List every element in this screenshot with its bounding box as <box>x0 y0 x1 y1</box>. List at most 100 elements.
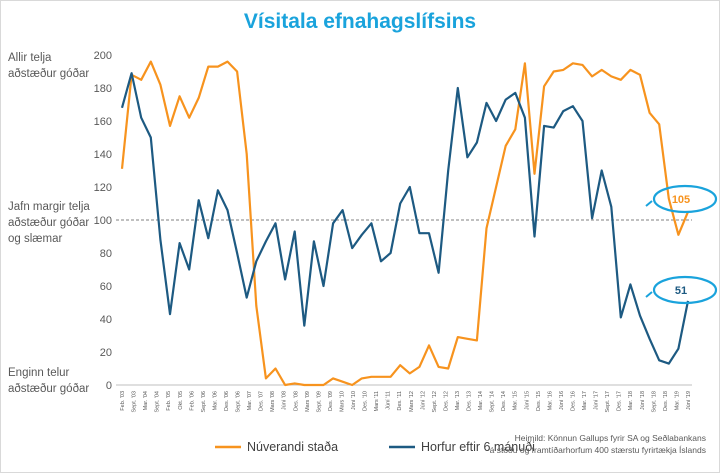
x-tick-label: Des. '08 <box>293 391 299 411</box>
x-tick-label: Mar. '04 <box>143 391 149 410</box>
data-point <box>505 145 507 147</box>
data-point <box>601 169 603 171</box>
data-point <box>370 376 372 378</box>
data-point <box>236 70 238 72</box>
data-point <box>188 268 190 270</box>
y-tick-label: 160 <box>94 116 112 128</box>
side-label-middle-line-2: aðstæður góðar <box>8 217 90 229</box>
data-point <box>130 72 132 74</box>
data-point <box>246 153 248 155</box>
x-tick-label: Mars '12 <box>409 391 415 412</box>
data-point <box>140 117 142 119</box>
side-label-middle-line-1: Jafn margir telja <box>8 201 90 213</box>
y-tick-label: 0 <box>106 380 112 392</box>
x-tick-label: Des. '16 <box>570 391 576 411</box>
data-point <box>226 209 228 211</box>
data-point <box>658 123 660 125</box>
data-point <box>380 376 382 378</box>
data-point <box>409 372 411 374</box>
data-point <box>150 61 152 63</box>
data-point <box>466 156 468 158</box>
data-point <box>639 315 641 317</box>
data-point <box>255 260 257 262</box>
data-point <box>601 69 603 71</box>
y-tick-label: 120 <box>94 182 112 194</box>
data-point <box>217 189 219 191</box>
data-point <box>610 75 612 77</box>
data-point <box>620 79 622 81</box>
x-tick-label: Mars '10 <box>339 391 345 412</box>
side-label-top-line-1: Allir telja <box>8 52 52 64</box>
data-point <box>495 186 497 188</box>
x-tick-label: Feb. '03 <box>120 391 126 411</box>
data-point <box>284 278 286 280</box>
data-point <box>668 197 670 199</box>
x-tick-label: Júní '15 <box>524 391 530 410</box>
data-point <box>313 384 315 386</box>
data-point <box>553 127 555 129</box>
data-point <box>437 366 439 368</box>
data-point <box>428 344 430 346</box>
data-point <box>457 336 459 338</box>
x-tick-label: Sept. '06 <box>201 391 207 413</box>
data-point <box>226 61 228 63</box>
y-tick-label: 140 <box>94 149 112 161</box>
side-label-top: Allir telja aðstæður góðar <box>8 50 89 82</box>
data-point <box>437 272 439 274</box>
legend-label: Horfur eftir 6 mánuði <box>421 440 535 454</box>
x-tick-label: Júní '18 <box>640 391 646 410</box>
callout-label: 51 <box>675 285 687 297</box>
data-point <box>495 120 497 122</box>
callout-tail <box>645 291 653 298</box>
data-point <box>332 377 334 379</box>
x-tick-label: Mar. '18 <box>628 391 634 410</box>
x-tick-label: Des. '13 <box>467 391 473 411</box>
data-point <box>246 296 248 298</box>
x-tick-label: Júní '16 <box>559 391 565 410</box>
data-point <box>236 252 238 254</box>
data-point <box>380 260 382 262</box>
x-tick-label: Des. '06 <box>224 391 230 411</box>
y-tick-label: 180 <box>94 83 112 95</box>
data-point <box>620 316 622 318</box>
data-point <box>274 222 276 224</box>
data-point <box>284 384 286 386</box>
data-point <box>649 338 651 340</box>
x-tick-label: Sept. '14 <box>490 391 496 413</box>
source-note: Heimild: Könnun Gallups fyrir SA og Seðl… <box>490 432 706 456</box>
side-label-bottom-line-1: Enginn telur <box>8 367 70 379</box>
data-point <box>457 87 459 89</box>
data-point <box>524 62 526 64</box>
data-point <box>533 173 535 175</box>
x-tick-label: Mar. '17 <box>582 391 588 410</box>
x-tick-label: Júní '19 <box>686 391 692 410</box>
data-point <box>543 85 545 87</box>
data-point <box>313 240 315 242</box>
data-point <box>351 384 353 386</box>
chart-title: Vísitala efnahagslífsins <box>243 10 477 33</box>
x-tick-label: Okt. '05 <box>178 391 184 410</box>
x-tick-label: Des. '12 <box>443 391 449 411</box>
data-point <box>294 230 296 232</box>
data-point <box>121 168 123 170</box>
x-tick-label: Mar. '14 <box>478 391 484 410</box>
x-tick-label: Mar. '07 <box>247 391 253 410</box>
data-point <box>255 305 257 307</box>
data-point <box>476 141 478 143</box>
data-point <box>169 313 171 315</box>
data-point <box>447 169 449 171</box>
data-point <box>553 70 555 72</box>
y-tick-label: 80 <box>100 248 112 260</box>
data-point <box>198 199 200 201</box>
data-point <box>207 237 209 239</box>
y-tick-label: 40 <box>100 314 112 326</box>
y-tick-label: 20 <box>100 347 112 359</box>
data-point <box>562 69 564 71</box>
callout-label: 105 <box>672 194 690 206</box>
data-point <box>390 252 392 254</box>
data-point <box>322 384 324 386</box>
callout-ellipse <box>652 184 718 214</box>
x-tick-label: Des. '07 <box>259 391 265 411</box>
series-line-horfur <box>120 72 690 365</box>
